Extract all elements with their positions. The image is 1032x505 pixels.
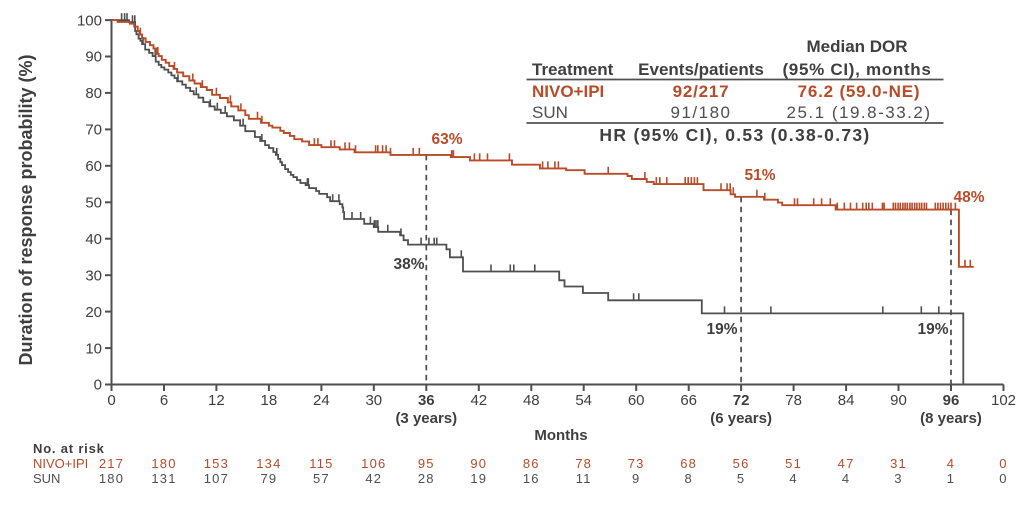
svg-text:30: 30 xyxy=(365,392,382,409)
svg-text:60: 60 xyxy=(628,392,645,409)
svg-text:4: 4 xyxy=(947,456,955,471)
svg-text:51%: 51% xyxy=(744,167,775,184)
svg-text:NIVO+IPI: NIVO+IPI xyxy=(33,456,88,471)
svg-text:40: 40 xyxy=(85,231,102,248)
svg-text:Duration of response probabili: Duration of response probability (%) xyxy=(16,54,36,365)
svg-text:47: 47 xyxy=(838,456,855,471)
svg-text:78: 78 xyxy=(575,456,592,471)
svg-text:54: 54 xyxy=(575,392,592,409)
svg-text:19%: 19% xyxy=(917,321,948,338)
svg-text:25.1 (19.8-33.2): 25.1 (19.8-33.2) xyxy=(787,103,932,122)
svg-text:96: 96 xyxy=(943,392,960,409)
svg-text:18: 18 xyxy=(261,392,278,409)
svg-text:9: 9 xyxy=(632,471,640,486)
svg-text:20: 20 xyxy=(85,304,102,321)
svg-text:180: 180 xyxy=(151,456,176,471)
svg-text:91/180: 91/180 xyxy=(671,103,732,122)
svg-text:70: 70 xyxy=(85,122,102,139)
svg-text:51: 51 xyxy=(785,456,802,471)
svg-text:8: 8 xyxy=(684,471,692,486)
svg-text:0: 0 xyxy=(999,456,1007,471)
svg-text:42: 42 xyxy=(365,471,382,486)
svg-text:134: 134 xyxy=(256,456,281,471)
svg-text:131: 131 xyxy=(151,471,176,486)
svg-text:42: 42 xyxy=(470,392,487,409)
svg-text:72: 72 xyxy=(733,392,750,409)
svg-text:48%: 48% xyxy=(953,189,984,206)
svg-text:180: 180 xyxy=(99,471,124,486)
svg-text:0: 0 xyxy=(94,377,102,394)
svg-text:66: 66 xyxy=(680,392,697,409)
svg-text:100: 100 xyxy=(77,12,102,29)
svg-text:(3 years): (3 years) xyxy=(395,410,457,427)
svg-text:10: 10 xyxy=(85,340,102,357)
svg-text:68: 68 xyxy=(680,456,697,471)
svg-text:NIVO+IPI: NIVO+IPI xyxy=(532,82,604,101)
svg-text:16: 16 xyxy=(523,471,540,486)
svg-text:90: 90 xyxy=(890,392,907,409)
svg-text:Treatment: Treatment xyxy=(532,60,614,79)
svg-text:No. at risk: No. at risk xyxy=(33,441,105,456)
svg-text:80: 80 xyxy=(85,85,102,102)
svg-text:57: 57 xyxy=(313,471,330,486)
svg-text:48: 48 xyxy=(523,392,540,409)
svg-text:153: 153 xyxy=(204,456,229,471)
svg-text:(8 years): (8 years) xyxy=(920,410,982,427)
svg-text:56: 56 xyxy=(733,456,750,471)
svg-text:79: 79 xyxy=(260,471,277,486)
svg-text:1: 1 xyxy=(947,471,955,486)
svg-text:28: 28 xyxy=(418,471,435,486)
svg-text:12: 12 xyxy=(208,392,225,409)
svg-text:HR (95% CI), 0.53 (0.38-0.73): HR (95% CI), 0.53 (0.38-0.73) xyxy=(599,125,870,145)
svg-text:84: 84 xyxy=(838,392,855,409)
svg-text:3: 3 xyxy=(894,471,902,486)
svg-text:73: 73 xyxy=(628,456,645,471)
svg-text:6: 6 xyxy=(160,392,168,409)
svg-text:95: 95 xyxy=(418,456,435,471)
svg-text:106: 106 xyxy=(361,456,386,471)
svg-text:0: 0 xyxy=(107,392,115,409)
svg-text:5: 5 xyxy=(737,471,745,486)
svg-text:60: 60 xyxy=(85,158,102,175)
svg-text:90: 90 xyxy=(470,456,487,471)
svg-text:31: 31 xyxy=(890,456,907,471)
svg-text:SUN: SUN xyxy=(532,103,568,122)
svg-text:78: 78 xyxy=(785,392,802,409)
svg-text:4: 4 xyxy=(789,471,797,486)
svg-text:11: 11 xyxy=(576,471,592,486)
svg-text:Events/patients: Events/patients xyxy=(638,60,764,79)
svg-text:90: 90 xyxy=(85,49,102,66)
svg-text:(6 years): (6 years) xyxy=(710,410,772,427)
svg-text:SUN: SUN xyxy=(33,471,60,486)
svg-text:19%: 19% xyxy=(706,321,737,338)
svg-text:0: 0 xyxy=(999,471,1007,486)
svg-text:19: 19 xyxy=(470,471,487,486)
svg-text:38%: 38% xyxy=(393,256,424,273)
svg-text:30: 30 xyxy=(85,267,102,284)
svg-text:(95% CI), months: (95% CI), months xyxy=(782,60,931,79)
svg-text:4: 4 xyxy=(842,471,850,486)
svg-text:86: 86 xyxy=(523,456,540,471)
svg-text:36: 36 xyxy=(418,392,435,409)
svg-text:Median DOR: Median DOR xyxy=(806,37,907,56)
svg-text:50: 50 xyxy=(85,195,102,212)
svg-text:217: 217 xyxy=(99,456,124,471)
svg-text:24: 24 xyxy=(313,392,330,409)
svg-text:102: 102 xyxy=(991,392,1016,409)
svg-text:107: 107 xyxy=(204,471,229,486)
svg-text:Months: Months xyxy=(534,427,587,444)
svg-text:76.2 (59.0-NE): 76.2 (59.0-NE) xyxy=(798,82,921,101)
svg-text:115: 115 xyxy=(309,456,333,471)
svg-text:63%: 63% xyxy=(431,131,462,148)
svg-text:92/217: 92/217 xyxy=(673,82,730,101)
